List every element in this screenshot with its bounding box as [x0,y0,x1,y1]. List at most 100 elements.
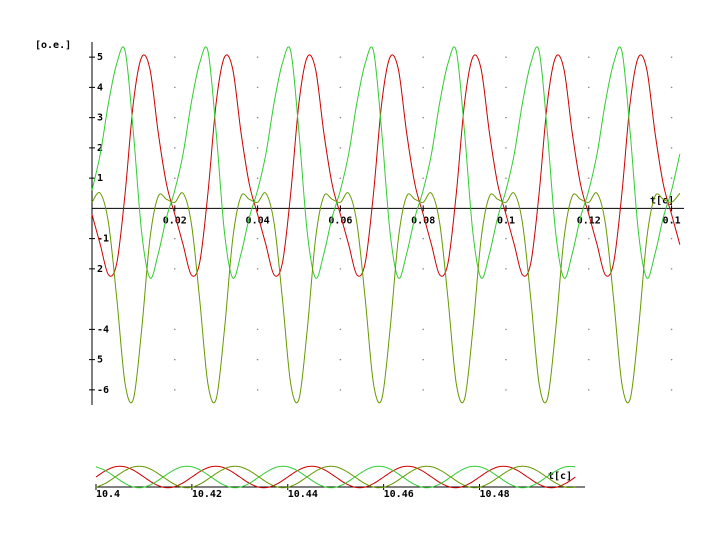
series-line [95,465,576,489]
x-tick-label: 10.4 [96,489,120,500]
grid-dot [587,268,590,270]
series-line [91,192,681,404]
grid-dot [505,56,507,58]
grid-dot [422,389,424,391]
x-axis-title: t[c] [548,471,572,482]
y-tick-label: 3 [97,113,103,124]
grid-dot [173,56,176,58]
x-axis-title: t[c] [650,195,674,206]
grid-dot [339,389,342,391]
grid-dot [422,328,424,331]
x-tick-label: 0.02 [163,215,187,226]
grid-dot [670,56,673,58]
grid-dot [173,358,176,361]
grid-dot [587,237,590,240]
y-tick-label: 2 [97,143,103,154]
grid-dot [587,116,590,119]
grid-dot [587,358,590,361]
grid-dot [670,86,673,89]
grid-dot [670,358,673,361]
x-tick-label: 0.08 [411,215,435,226]
grid-dot [173,268,176,270]
y-tick-label: -1 [97,234,109,245]
grid-dot [339,56,342,58]
grid-dot [339,147,342,149]
grid-dot [256,389,259,391]
grid-dot [670,116,673,119]
x-tick-label: 0.1 [663,215,681,226]
series-line [95,465,576,489]
x-tick-label: 10.48 [480,489,510,500]
grid-dot [587,328,590,331]
grid-dot [256,268,259,270]
grid-dot [505,268,507,270]
grid-dot [422,237,424,240]
grid-dot [670,328,673,331]
grid-dot [173,177,176,179]
grid-dot [587,56,590,58]
series-line [95,465,576,489]
grid-dot [422,147,424,149]
grid-dot [256,147,259,149]
grid-dot [173,86,176,89]
grid-dot [670,147,673,149]
x-tick-label: 0.12 [577,215,601,226]
y-tick-label: 1 [97,173,103,184]
grid-dot [670,177,673,179]
grid-dot [670,389,673,391]
y-axis-title: [o.e.] [35,40,71,51]
grid-dot [587,147,590,149]
y-tick-label: 5 [97,355,103,366]
grid-dot [670,268,673,270]
grid-dot [173,328,176,331]
grid-dot [422,177,424,179]
grid-dot [670,237,673,240]
grid-dot [256,116,259,119]
grid-dot [339,177,342,179]
grid-dot [505,116,507,119]
y-tick-label: -6 [97,385,109,396]
grid-dot [256,328,259,331]
grid-dot [422,358,424,361]
grid-dot [505,86,507,89]
series-line [91,54,681,277]
grid-dot [422,86,424,89]
x-tick-label: 0.04 [246,215,270,226]
grid-dot [339,116,342,119]
grid-dot [256,358,259,361]
grid-dot [339,237,342,240]
grid-dot [505,328,507,331]
x-tick-label: 10.42 [192,489,222,500]
x-tick-label: 10.46 [384,489,414,500]
y-tick-label: 4 [97,82,103,93]
grid-dot [422,116,424,119]
grid-dot [173,237,176,240]
grid-dot [339,86,342,89]
grid-dot [587,86,590,89]
series-line [91,46,681,279]
x-tick-label: 0.06 [328,215,352,226]
grid-dot [587,177,590,179]
grid-dot [256,177,259,179]
y-tick-label: 5 [97,52,103,63]
grid-dot [422,56,424,58]
grid-dot [505,147,507,149]
grid-dot [505,358,507,361]
x-tick-label: 10.44 [288,489,318,500]
grid-dot [173,116,176,119]
grid-dot [587,389,590,391]
grid-dot [505,389,507,391]
grid-dot [339,268,342,270]
y-tick-label: -4 [97,324,109,335]
grid-dot [422,268,424,270]
grid-dot [505,237,507,240]
grid-dot [339,328,342,331]
grid-dot [256,237,259,240]
x-tick-label: 0.1 [497,215,515,226]
grid-dot [256,86,259,89]
y-tick-label: 2 [97,264,103,275]
grid-dot [173,147,176,149]
